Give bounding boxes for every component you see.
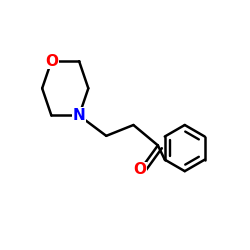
Text: O: O <box>134 162 147 177</box>
Text: O: O <box>45 54 58 69</box>
Text: N: N <box>73 108 86 123</box>
